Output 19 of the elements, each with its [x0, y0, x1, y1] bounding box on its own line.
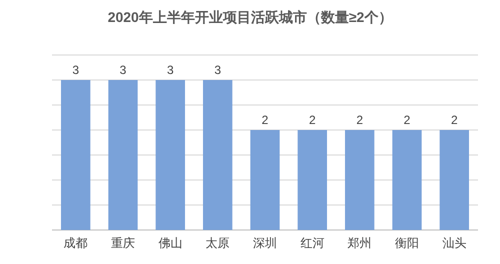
data-label: 2: [356, 113, 364, 127]
data-label: 2: [308, 113, 316, 127]
data-label: 3: [120, 63, 127, 77]
x-tick-label: 红河: [300, 236, 324, 250]
x-tick-label: 成都: [64, 236, 88, 250]
data-label: 3: [214, 63, 222, 77]
data-label: 3: [166, 63, 174, 77]
x-tick-label: 佛山: [158, 236, 182, 250]
x-tick-label: 重庆: [111, 236, 135, 250]
data-label: 2: [262, 113, 269, 127]
x-tick-label: 汕头: [442, 236, 466, 250]
x-tick-label: 太原: [206, 236, 230, 250]
title: 2020年上半年开业项目活跃城市（数量≥2个）: [108, 9, 392, 25]
data-label: 2: [404, 113, 411, 127]
x-tick-label: 郑州: [348, 236, 372, 250]
x-tick-label: 深圳: [253, 236, 277, 250]
data-label: 3: [72, 63, 80, 77]
x-tick-label: 衡阳: [395, 236, 419, 250]
data-label: 2: [450, 113, 458, 127]
